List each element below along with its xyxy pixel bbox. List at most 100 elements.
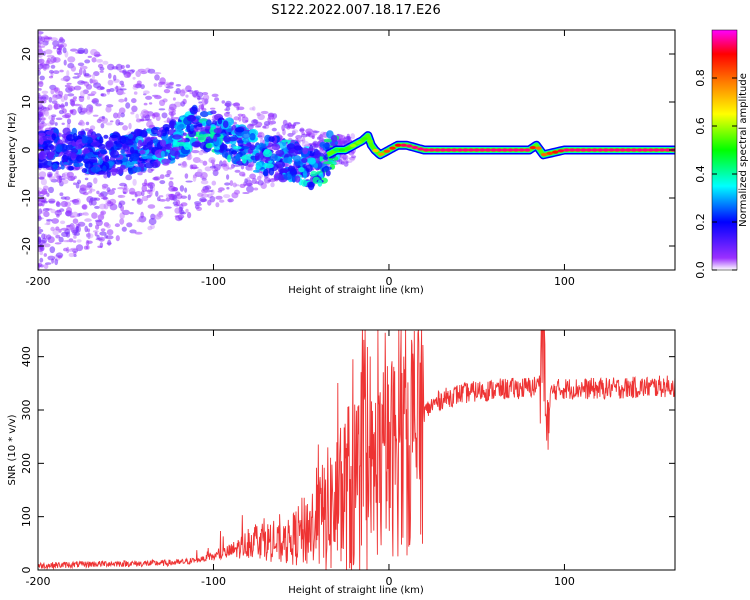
heatmap-noise-cell — [42, 208, 50, 212]
heatmap-noise-cell — [172, 187, 178, 192]
heatmap-noise-cell — [299, 127, 305, 133]
heatmap-ridge-cell — [115, 143, 123, 148]
heatmap-noise-cell — [117, 187, 125, 190]
ridge-peak-cell — [355, 140, 362, 145]
heatmap-noise-cell — [38, 203, 43, 207]
heatmap-noise-cell — [49, 246, 56, 254]
heatmap-noise-cell — [38, 215, 42, 222]
heatmap-noise-cell — [147, 168, 153, 174]
heatmap-noise-cell — [136, 80, 142, 85]
heatmap-noise-cell — [51, 95, 59, 101]
heatmap-ridge-cell — [197, 134, 207, 143]
heatmap-ridge-cell — [271, 143, 281, 151]
x-tick-label: -100 — [201, 275, 226, 288]
heatmap-noise-cell — [185, 208, 189, 213]
heatmap-noise-cell — [118, 122, 124, 126]
heatmap-noise-cell — [252, 106, 256, 111]
heatmap-noise-cell — [136, 219, 141, 223]
heatmap-noise-cell — [107, 79, 114, 86]
heatmap-noise-cell — [241, 116, 249, 124]
heatmap-ridge-cell — [75, 144, 82, 150]
heatmap-ridge-cell — [294, 145, 302, 151]
heatmap-noise-cell — [101, 186, 107, 190]
snr-line — [38, 330, 675, 570]
heatmap-noise-cell — [233, 116, 240, 121]
heatmap-noise-cell — [91, 200, 97, 206]
heatmap-noise-cell — [80, 107, 88, 113]
heatmap-noise-cell — [226, 186, 230, 190]
heatmap-noise-cell — [40, 178, 48, 186]
heatmap-noise-cell — [72, 240, 77, 243]
ridge-peak-cell — [546, 151, 553, 155]
ridge-peak-cell — [540, 153, 548, 157]
heatmap-ridge-cell — [77, 148, 82, 155]
heatmap-noise-cell — [78, 68, 83, 76]
heatmap-noise-cell — [99, 70, 104, 73]
heatmap-noise-cell — [225, 100, 232, 108]
heatmap-noise-cell — [44, 49, 53, 55]
ridge-peak-cell — [518, 148, 525, 152]
heatmap-noise-cell — [61, 231, 69, 237]
heatmap-noise-cell — [88, 106, 93, 113]
heatmap-ridge-cell — [178, 154, 186, 158]
heatmap-ridge-cell — [323, 138, 332, 143]
heatmap-noise-cell — [175, 88, 181, 95]
heatmap-noise-cell — [226, 111, 231, 114]
heatmap-noise-cell — [337, 139, 342, 144]
heatmap-noise-cell — [99, 86, 105, 90]
ridge-peak-cell — [557, 149, 565, 153]
heatmap-noise-cell — [54, 122, 58, 126]
heatmap-noise-cell — [86, 95, 91, 100]
heatmap-ridge-cell — [113, 159, 123, 165]
heatmap-noise-cell — [55, 234, 61, 239]
heatmap-noise-cell — [103, 173, 108, 179]
colorbar-gradient — [711, 29, 738, 271]
heatmap-noise-cell — [58, 90, 63, 97]
heatmap-noise-cell — [48, 69, 54, 74]
heatmap-ridge-cell — [205, 143, 213, 149]
heatmap-ridge-cell — [275, 149, 285, 157]
heatmap-ridge-cell — [56, 143, 63, 153]
heatmap-noise-cell — [72, 218, 79, 224]
heatmap-noise-cell — [88, 190, 93, 194]
heatmap-ridge-cell — [260, 143, 267, 147]
colorbar-ticks: 0.0 0.2 0.4 0.6 0.8 — [694, 69, 737, 279]
heatmap-noise-cell — [98, 193, 104, 198]
heatmap-noise-cell — [56, 200, 60, 206]
heatmap-ridge-cell — [287, 165, 296, 172]
ridge-peak-cell — [423, 148, 430, 152]
heatmap-noise-cell — [41, 42, 46, 48]
heatmap-noise-cell — [38, 98, 42, 105]
heatmap-noise-cell — [174, 207, 181, 214]
heatmap-noise-cell — [43, 211, 50, 218]
ridge-peak-cell — [383, 149, 391, 153]
y-tick-label: 0 — [20, 567, 33, 574]
heatmap-noise-cell — [38, 30, 42, 37]
heatmap-ridge-cell — [152, 138, 159, 145]
heatmap-noise-cell — [73, 103, 81, 107]
heatmap-ridge-cell — [253, 169, 260, 173]
heatmap-ridge-cell — [144, 162, 155, 169]
heatmap-noise-cell — [120, 92, 126, 95]
heatmap-noise-cell — [108, 72, 112, 79]
heatmap-noise-cell — [83, 245, 89, 250]
heatmap-noise-cell — [107, 63, 115, 71]
heatmap-noise-cell — [41, 120, 45, 124]
heatmap-noise-cell — [43, 253, 47, 257]
heatmap-noise-cell — [38, 194, 45, 197]
heatmap-noise-cell — [249, 166, 254, 172]
heatmap-noise-cell — [191, 150, 200, 154]
heatmap-noise-cell — [117, 112, 121, 119]
ridge-peak-cell — [636, 148, 643, 152]
heatmap-ridge-cell — [120, 164, 126, 171]
heatmap-noise-cell — [158, 83, 163, 88]
y-tick-label: 10 — [20, 95, 33, 109]
heatmap-noise-cell — [38, 125, 44, 130]
heatmap-ridge-cell — [52, 163, 59, 170]
heatmap-noise-cell — [230, 163, 235, 169]
heatmap-ridge-cell — [236, 160, 243, 165]
heatmap-noise-cell — [224, 108, 228, 112]
heatmap-ridge-cell — [77, 130, 85, 136]
heatmap-ridge-cell — [210, 110, 217, 115]
heatmap-noise-cell — [150, 213, 156, 220]
